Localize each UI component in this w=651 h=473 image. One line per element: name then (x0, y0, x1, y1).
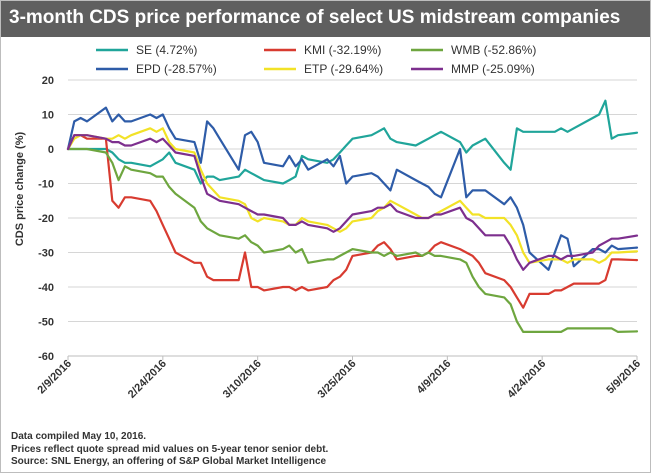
legend-item-epd: EPD (-28.57%) (96, 62, 217, 76)
line-chart: SE (4.72%) EPD (-28.57%) KMI (-32.19%) ETP … (14, 43, 643, 401)
legend-item-kmi: KMI (-32.19%) (264, 43, 381, 57)
y-tick-label: 10 (42, 110, 54, 122)
y-axis-label: CDS price change (%) (14, 132, 26, 247)
y-tick-label: 0 (48, 144, 54, 156)
y-tick-label: 20 (42, 75, 54, 87)
y-tick-label: -60 (38, 351, 54, 363)
legend-item-se: SE (4.72%) (96, 43, 197, 57)
series-line-kmi (66, 134, 639, 309)
legend-label: KMI (-32.19%) (304, 43, 381, 57)
series-line-etp (66, 127, 639, 264)
x-tick-label: 4/9/2016 (415, 358, 454, 397)
y-tick-label: -40 (38, 282, 54, 294)
legend: SE (4.72%) EPD (-28.57%) KMI (-32.19%) ETP … (96, 43, 536, 76)
legend-item-wmb: WMB (-52.86%) (411, 43, 536, 57)
series-line-epd (66, 106, 639, 271)
legend-item-mmp: MMP (-25.09%) (411, 62, 535, 76)
footer-compiled-date: Data compiled May 10, 2016. (11, 431, 147, 442)
footer-methodology: Prices reflect quote spread mid values o… (11, 443, 329, 455)
y-tick-label: -20 (38, 213, 54, 225)
gridlines (68, 79, 637, 357)
y-tick-label: -50 (38, 317, 54, 329)
y-axis-ticks: 20 10 0 -10 -20 -30 -40 -50 -60 (38, 75, 54, 363)
series-lines (66, 99, 639, 333)
footer-source: Source: SNL Energy, an offering of S&P G… (11, 456, 327, 467)
legend-label: ETP (-29.64%) (304, 62, 383, 76)
footer-notes: Data compiled May 10, 2016. Prices refle… (11, 431, 328, 469)
x-tick-label: 3/10/2016 (221, 358, 264, 401)
legend-item-etp: ETP (-29.64%) (264, 62, 383, 76)
series-line-mmp (66, 134, 639, 271)
y-tick-label: -10 (38, 179, 54, 191)
x-tick-label: 2/24/2016 (126, 358, 169, 401)
legend-label: EPD (-28.57%) (136, 62, 217, 76)
y-tick-label: -30 (38, 248, 54, 260)
x-tick-label: 3/25/2016 (316, 358, 359, 401)
series-line-se (66, 99, 639, 185)
legend-label: MMP (-25.09%) (451, 62, 535, 76)
x-tick-label: 4/24/2016 (505, 358, 548, 401)
title-bar: 3-month CDS price performance of select … (1, 1, 650, 37)
chart-title: 3-month CDS price performance of select … (9, 7, 621, 28)
legend-label: WMB (-52.86%) (451, 43, 536, 57)
legend-label: SE (4.72%) (136, 43, 197, 57)
x-tick-label: 2/9/2016 (35, 358, 74, 397)
x-tick-label: 5/9/2016 (604, 358, 643, 397)
series-line-wmb (66, 147, 639, 333)
x-axis-ticks: 2/9/2016 2/24/2016 3/10/2016 3/25/2016 4/9/2… (35, 356, 643, 401)
